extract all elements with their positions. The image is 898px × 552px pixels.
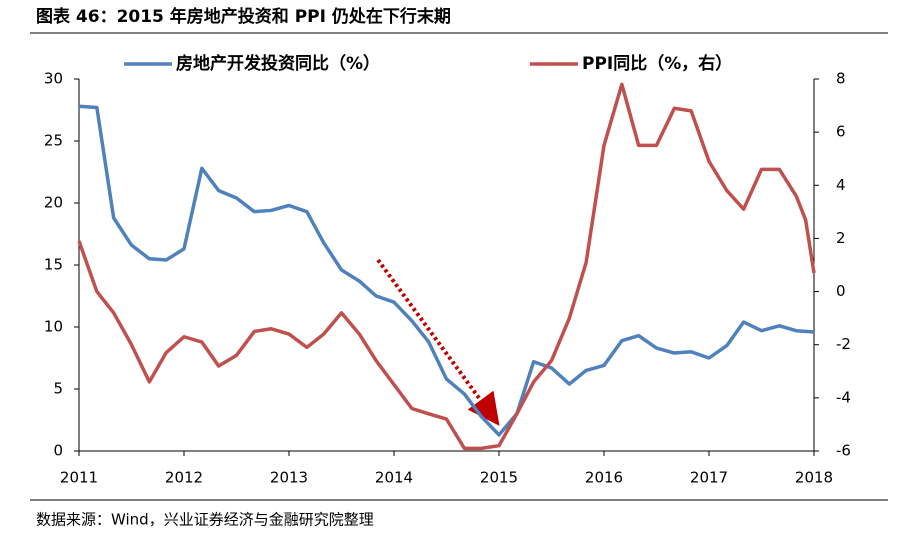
y-tick-label: 10 [44,318,63,336]
y2-tick-label: 8 [836,70,846,88]
series-line [78,104,815,437]
x-tick-label: 2017 [690,469,728,487]
y-tick-label: 25 [44,132,63,150]
x-tick-label: 2012 [165,469,203,487]
x-tick-label: 2018 [795,469,833,487]
y2-tick-label: 6 [836,123,846,141]
y2-tick-label: -6 [836,442,851,460]
x-tick-label: 2016 [585,469,623,487]
trend-arrow [376,258,500,426]
y-tick-label: 0 [53,442,63,460]
y2-tick-label: 4 [836,176,846,194]
y2-tick-label: 2 [836,229,846,247]
y-tick-label: 30 [44,70,63,88]
y2-tick-label: -4 [836,388,851,406]
x-tick-label: 2013 [270,469,308,487]
x-tick-label: 2015 [480,469,518,487]
legend-label: PPI同比（%，右） [582,53,732,74]
x-tick-label: 2014 [375,469,413,487]
y-tick-label: 20 [44,194,63,212]
source-note: 数据来源：Wind，兴业证券经济与金融研究院整理 [36,511,374,529]
chart-title: 图表 46：2015 年房地产投资和 PPI 仍处在下行末期 [36,6,451,27]
x-tick-label: 2011 [60,469,98,487]
y-tick-label: 5 [53,380,63,398]
legend-label: 房地产开发投资同比（%） [176,53,380,74]
series-line [77,82,816,451]
y2-tick-label: -2 [836,335,851,353]
y2-tick-label: 0 [836,282,846,300]
y-tick-label: 15 [44,256,63,274]
